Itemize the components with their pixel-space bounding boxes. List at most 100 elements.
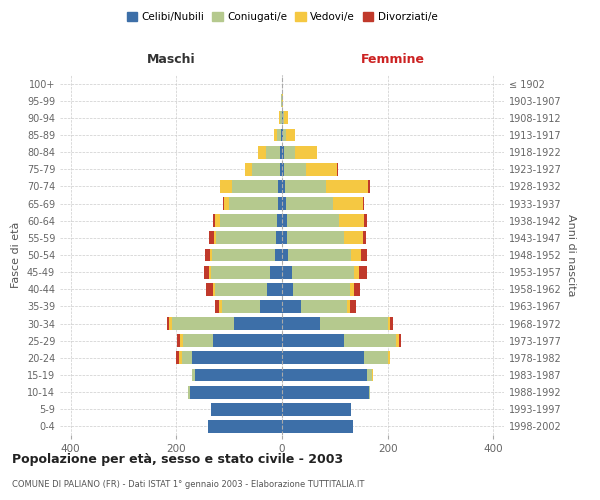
Bar bbox=[282, 386, 369, 398]
Bar bbox=[282, 300, 301, 313]
Bar bbox=[282, 163, 284, 175]
Bar bbox=[282, 283, 293, 296]
Bar bbox=[282, 94, 283, 107]
Text: Popolazione per età, sesso e stato civile - 2003: Popolazione per età, sesso e stato civil… bbox=[12, 452, 343, 466]
Bar bbox=[280, 163, 282, 175]
Bar bbox=[245, 163, 253, 175]
Bar bbox=[292, 266, 354, 278]
Bar bbox=[359, 266, 367, 278]
Bar bbox=[213, 334, 282, 347]
Legend: Celibi/Nubili, Coniugati/e, Vedovi/e, Divorziati/e: Celibi/Nubili, Coniugati/e, Vedovi/e, Di… bbox=[122, 8, 442, 26]
Bar bbox=[364, 352, 388, 364]
Bar bbox=[274, 128, 277, 141]
Bar bbox=[266, 146, 280, 158]
Bar bbox=[275, 248, 282, 262]
Bar bbox=[213, 214, 215, 227]
Bar bbox=[209, 248, 212, 262]
Bar bbox=[169, 317, 172, 330]
Bar bbox=[282, 232, 287, 244]
Bar bbox=[368, 180, 370, 193]
Bar bbox=[229, 197, 278, 210]
Bar bbox=[212, 248, 275, 262]
Bar bbox=[287, 232, 344, 244]
Bar bbox=[167, 317, 169, 330]
Bar bbox=[215, 300, 219, 313]
Bar bbox=[211, 266, 271, 278]
Bar bbox=[354, 283, 360, 296]
Bar bbox=[293, 283, 350, 296]
Bar bbox=[361, 248, 367, 262]
Bar bbox=[282, 214, 287, 227]
Bar bbox=[275, 232, 282, 244]
Bar bbox=[339, 214, 364, 227]
Bar bbox=[282, 197, 286, 210]
Bar bbox=[372, 368, 373, 382]
Bar bbox=[344, 232, 363, 244]
Bar bbox=[289, 248, 351, 262]
Bar bbox=[351, 248, 361, 262]
Bar bbox=[195, 368, 282, 382]
Y-axis label: Fasce di età: Fasce di età bbox=[11, 222, 21, 288]
Bar bbox=[188, 386, 190, 398]
Bar bbox=[284, 146, 295, 158]
Bar bbox=[179, 352, 182, 364]
Bar bbox=[333, 197, 364, 210]
Bar bbox=[223, 197, 224, 210]
Bar bbox=[388, 317, 391, 330]
Bar bbox=[286, 197, 333, 210]
Bar bbox=[215, 283, 267, 296]
Bar bbox=[277, 128, 281, 141]
Bar bbox=[363, 232, 365, 244]
Bar bbox=[320, 317, 388, 330]
Bar bbox=[220, 214, 277, 227]
Bar bbox=[282, 334, 344, 347]
Bar bbox=[286, 128, 295, 141]
Bar bbox=[399, 334, 401, 347]
Bar bbox=[282, 420, 353, 433]
Bar bbox=[295, 146, 317, 158]
Bar bbox=[301, 300, 347, 313]
Bar bbox=[192, 368, 195, 382]
Bar bbox=[391, 317, 393, 330]
Bar bbox=[219, 300, 222, 313]
Bar bbox=[220, 180, 232, 193]
Y-axis label: Anni di nascita: Anni di nascita bbox=[566, 214, 575, 296]
Bar bbox=[281, 128, 282, 141]
Bar bbox=[285, 180, 326, 193]
Bar bbox=[282, 128, 283, 141]
Bar bbox=[190, 386, 282, 398]
Bar bbox=[367, 368, 372, 382]
Bar bbox=[280, 146, 282, 158]
Bar bbox=[283, 128, 286, 141]
Bar bbox=[215, 214, 220, 227]
Bar bbox=[258, 146, 266, 158]
Bar bbox=[388, 352, 391, 364]
Bar bbox=[287, 214, 339, 227]
Bar bbox=[278, 197, 282, 210]
Bar bbox=[350, 283, 354, 296]
Bar bbox=[282, 352, 364, 364]
Bar bbox=[354, 266, 359, 278]
Bar bbox=[282, 248, 289, 262]
Bar bbox=[307, 163, 337, 175]
Bar bbox=[205, 248, 209, 262]
Bar bbox=[284, 112, 289, 124]
Bar bbox=[282, 146, 284, 158]
Bar bbox=[180, 334, 182, 347]
Bar bbox=[232, 180, 278, 193]
Text: Femmine: Femmine bbox=[361, 52, 425, 66]
Bar bbox=[176, 352, 179, 364]
Bar bbox=[192, 352, 282, 364]
Bar bbox=[396, 334, 399, 347]
Text: COMUNE DI PALIANO (FR) - Dati ISTAT 1° gennaio 2003 - Elaborazione TUTTITALIA.IT: COMUNE DI PALIANO (FR) - Dati ISTAT 1° g… bbox=[12, 480, 364, 489]
Bar bbox=[282, 112, 283, 124]
Bar bbox=[344, 334, 396, 347]
Bar bbox=[178, 334, 180, 347]
Bar bbox=[282, 180, 285, 193]
Bar bbox=[347, 300, 350, 313]
Text: Maschi: Maschi bbox=[146, 52, 196, 66]
Bar bbox=[364, 214, 367, 227]
Bar bbox=[283, 112, 284, 124]
Bar bbox=[277, 214, 282, 227]
Bar bbox=[337, 163, 338, 175]
